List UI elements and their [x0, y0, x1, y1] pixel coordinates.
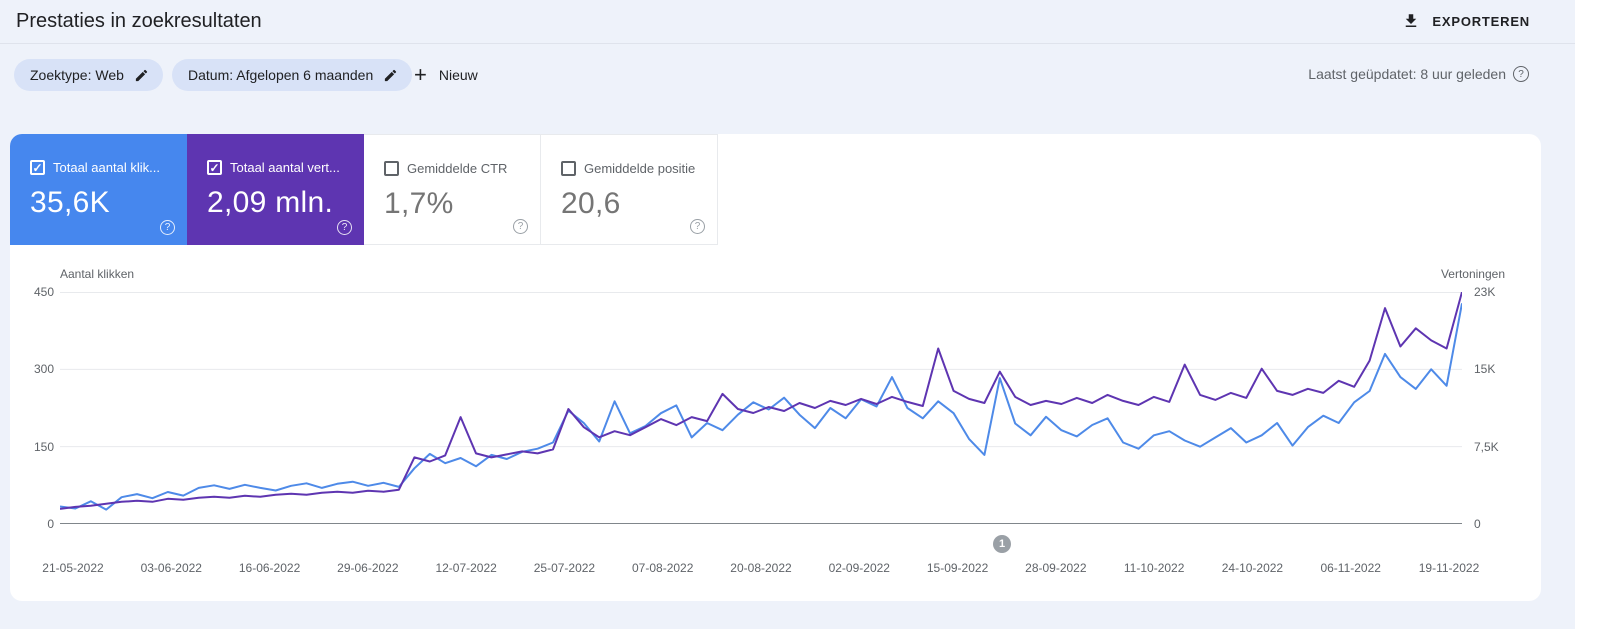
left-axis-tick: 0: [47, 517, 54, 531]
x-axis-tick: 11-10-2022: [1123, 561, 1185, 575]
filter-chip-search-type[interactable]: Zoektype: Web: [14, 59, 163, 91]
edit-pencil-icon[interactable]: [134, 68, 149, 83]
plus-icon: +: [414, 62, 427, 87]
export-button-label: EXPORTEREN: [1432, 13, 1530, 29]
x-axis-tick: 24-10-2022: [1221, 561, 1284, 575]
new-filter-button[interactable]: + Nieuw: [414, 59, 478, 91]
x-axis-tick: 21-05-2022: [42, 561, 104, 575]
left-axis-tick: 450: [33, 285, 54, 299]
metric-tile-clicks[interactable]: ✓ Totaal aantal klik... 35,6K ?: [10, 134, 187, 245]
new-filter-label: Nieuw: [438, 67, 478, 83]
performance-chart: [60, 292, 1462, 524]
x-axis-tick: 16-06-2022: [238, 561, 301, 575]
download-icon: [1402, 12, 1420, 30]
metric-label-impressions: Totaal aantal vert...: [230, 160, 340, 175]
checkbox-ctr[interactable]: [384, 161, 399, 176]
checkbox-position[interactable]: [561, 161, 576, 176]
filter-chip-date-label: Datum: Afgelopen 6 maanden: [188, 67, 374, 83]
filter-chip-date[interactable]: Datum: Afgelopen 6 maanden: [172, 59, 413, 91]
x-axis-tick: 15-09-2022: [926, 561, 989, 575]
right-axis-tick: 15K: [1474, 362, 1496, 377]
last-updated: Laatst geüpdatet: 8 uur geleden ?: [1308, 66, 1529, 82]
page-title: Prestaties in zoekresultaten: [16, 10, 262, 32]
x-axis-tick: 28-09-2022: [1025, 561, 1087, 575]
x-axis-tick: 19-11-2022: [1418, 561, 1480, 575]
help-icon[interactable]: ?: [513, 219, 528, 234]
x-axis-tick: 02-09-2022: [828, 561, 890, 575]
filter-chip-search-type-label: Zoektype: Web: [30, 67, 124, 83]
right-axis-title: Vertoningen: [1440, 267, 1505, 281]
checkbox-impressions[interactable]: ✓: [207, 160, 222, 175]
series-line-left[interactable]: [60, 303, 1462, 509]
plot[interactable]: [60, 292, 1462, 524]
edit-pencil-icon[interactable]: [383, 68, 398, 83]
x-axis-tick: 03-06-2022: [140, 561, 202, 575]
right-axis-tick: 0: [1474, 517, 1481, 531]
help-icon[interactable]: ?: [690, 219, 705, 234]
metric-value-ctr: 1,7%: [384, 187, 454, 220]
annotation-marker[interactable]: 1: [993, 535, 1011, 553]
performance-card: ✓ Totaal aantal klik... 35,6K ? ✓ Totaal…: [10, 134, 1541, 601]
metric-label-clicks: Totaal aantal klik...: [53, 160, 160, 175]
header-divider: [0, 43, 1575, 44]
x-axis-labels: 21-05-2022 03-06-2022 16-06-2022 29-06-2022…: [42, 561, 1479, 577]
last-updated-text: Laatst geüpdatet: 8 uur geleden: [1308, 66, 1506, 82]
checkbox-clicks[interactable]: ✓: [30, 160, 45, 175]
x-axis-tick: 29-06-2022: [337, 561, 399, 575]
metric-tile-ctr[interactable]: Gemiddelde CTR 1,7% ?: [364, 134, 541, 245]
x-axis-tick: 12-07-2022: [435, 561, 497, 575]
x-axis-tick: 20-08-2022: [730, 561, 792, 575]
left-axis-title: Aantal klikken: [60, 267, 135, 281]
metric-label-ctr: Gemiddelde CTR: [407, 161, 508, 176]
metric-label-position: Gemiddelde positie: [584, 161, 696, 176]
help-icon[interactable]: ?: [337, 220, 352, 235]
x-axis-tick: 06-11-2022: [1320, 561, 1381, 575]
help-icon[interactable]: ?: [160, 220, 175, 235]
help-icon[interactable]: ?: [1513, 66, 1529, 82]
metric-value-clicks: 35,6K: [30, 186, 110, 219]
metric-value-impressions: 2,09 mln.: [207, 186, 334, 219]
series-line-right[interactable]: [60, 292, 1462, 509]
metric-tile-position[interactable]: Gemiddelde positie 20,6 ?: [541, 134, 718, 245]
viewport-gutter: [1575, 0, 1600, 629]
left-axis-tick: 150: [33, 439, 54, 454]
metric-tiles: ✓ Totaal aantal klik... 35,6K ? ✓ Totaal…: [10, 134, 718, 245]
x-axis-tick: 25-07-2022: [533, 561, 596, 575]
x-axis-tick: 07-08-2022: [632, 561, 694, 575]
export-button[interactable]: EXPORTEREN: [1402, 3, 1530, 39]
left-axis-tick: 300: [33, 362, 54, 377]
right-axis-tick: 7,5K: [1474, 439, 1499, 454]
metric-value-position: 20,6: [561, 187, 621, 220]
metric-tile-impressions[interactable]: ✓ Totaal aantal vert... 2,09 mln. ?: [187, 134, 364, 245]
right-axis-tick: 23K: [1474, 285, 1496, 299]
